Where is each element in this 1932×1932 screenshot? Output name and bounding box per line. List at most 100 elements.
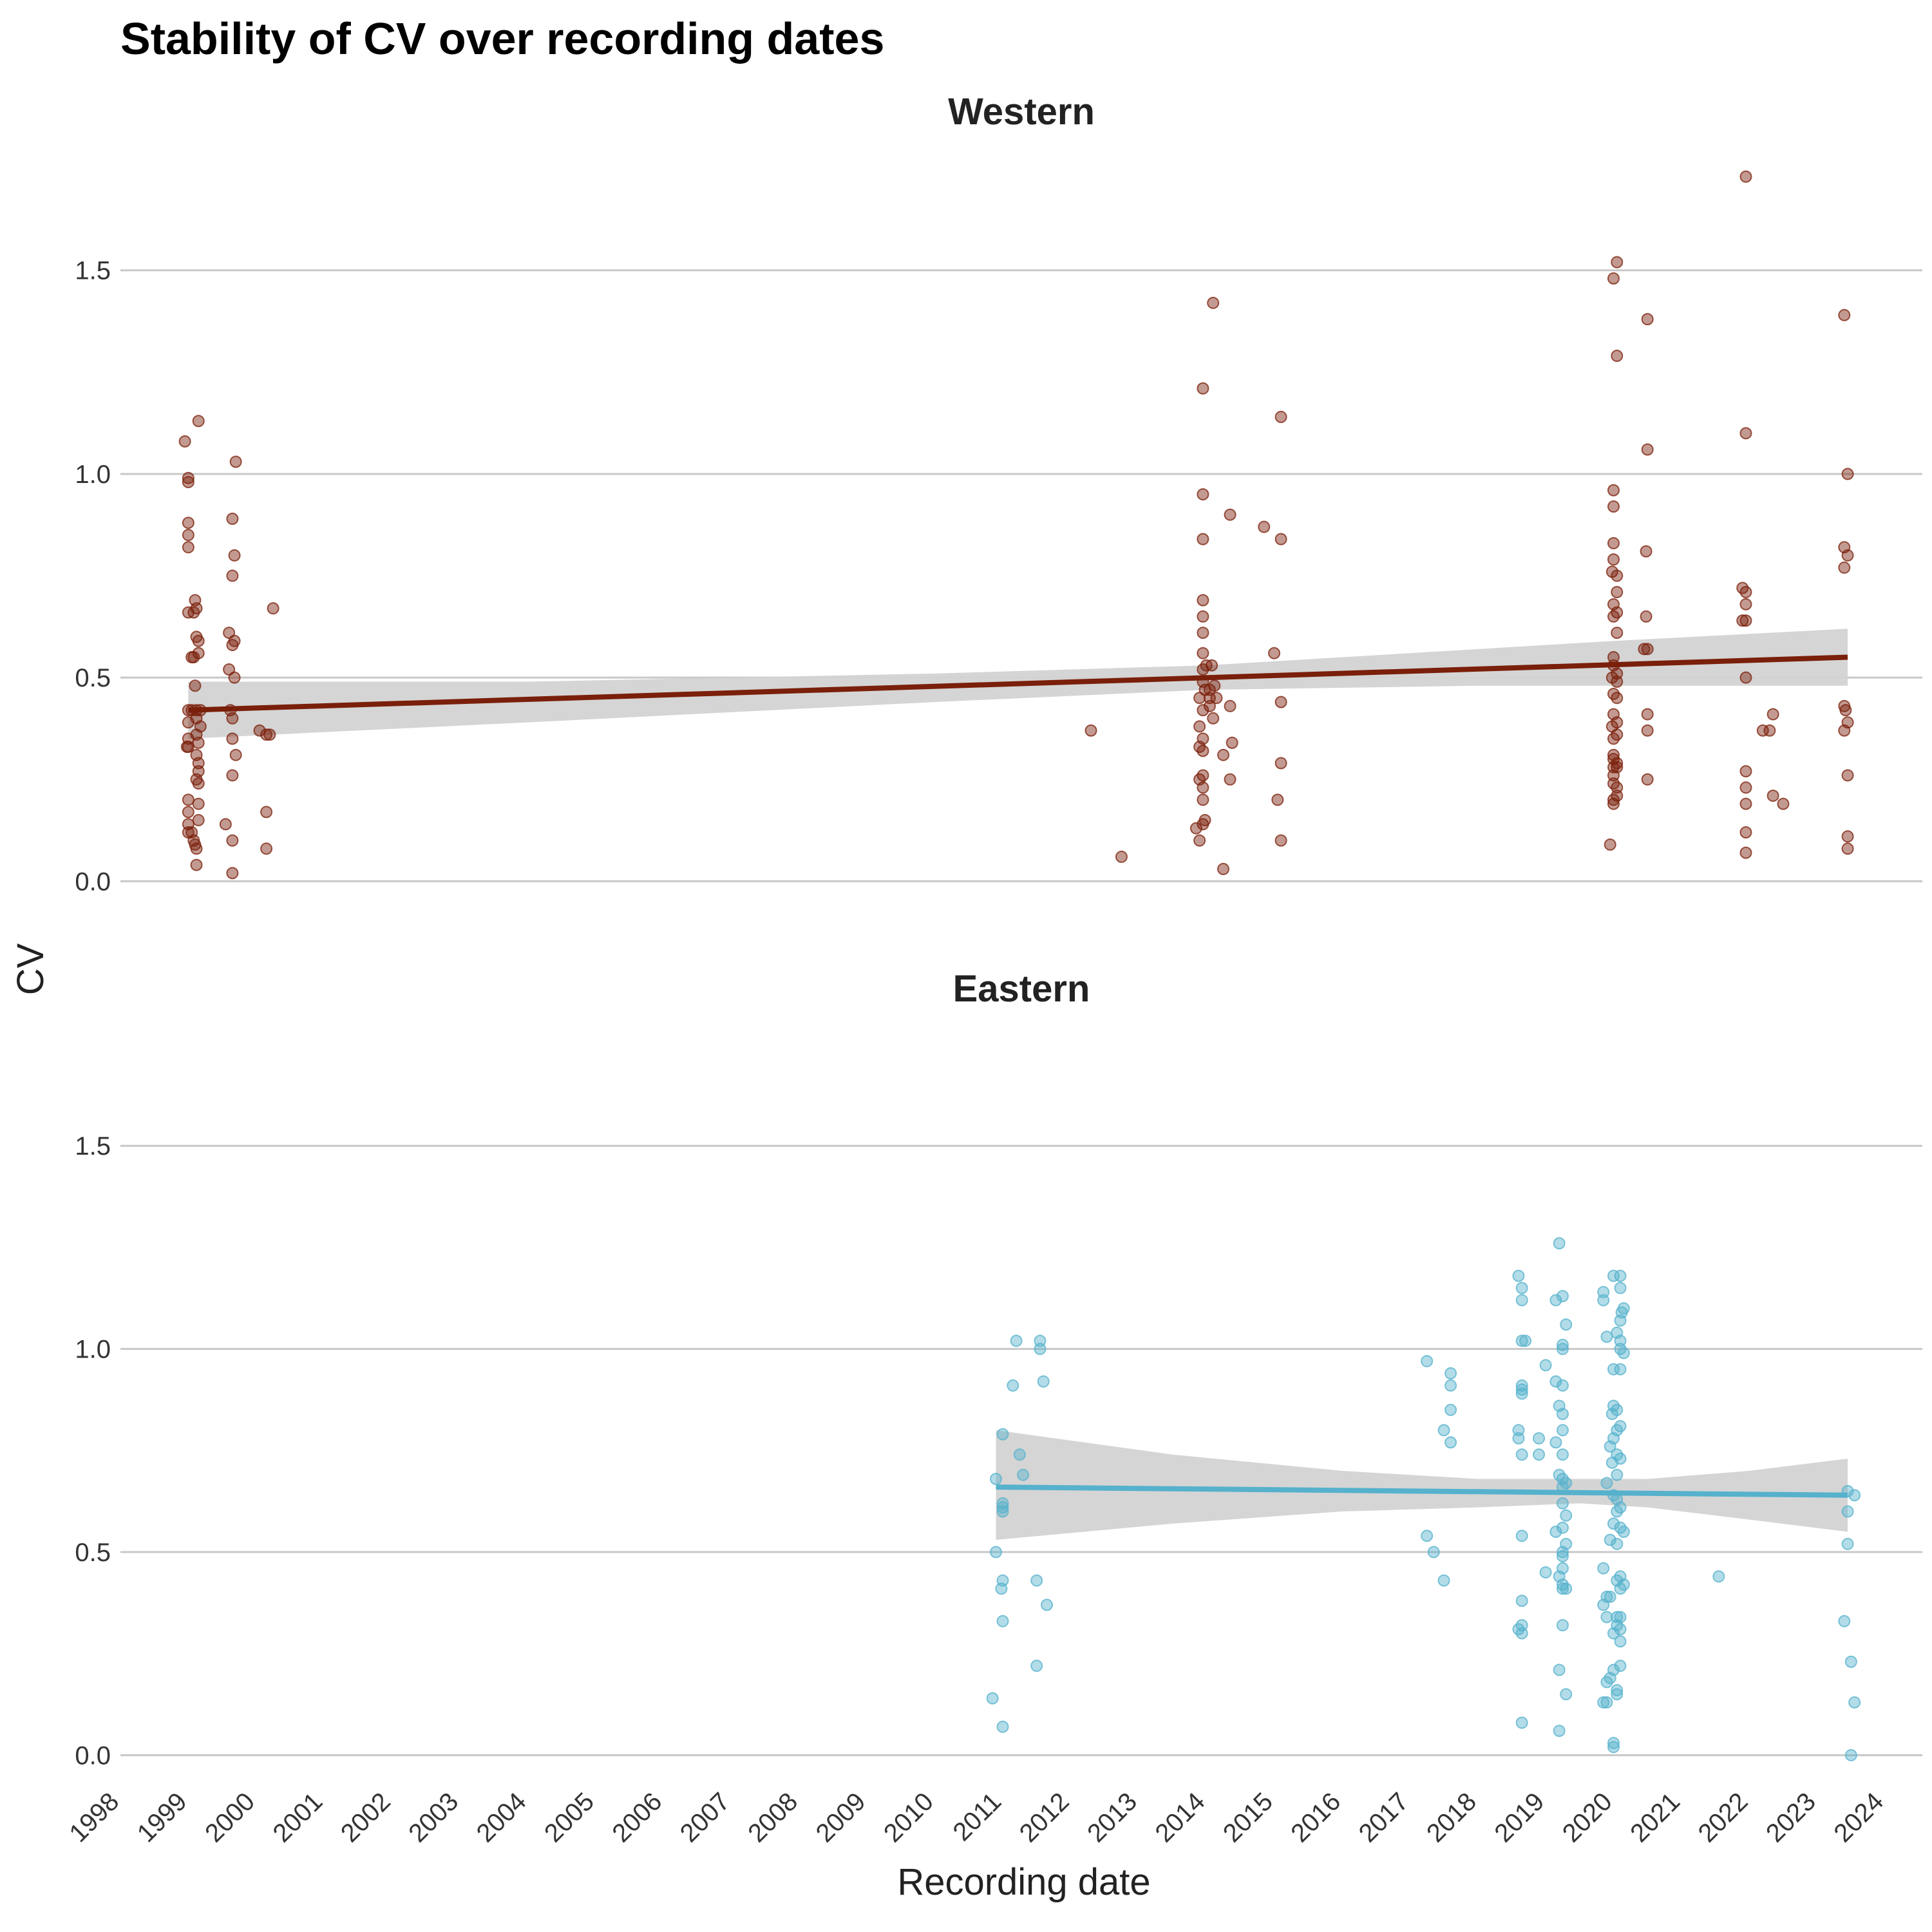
x-tick-label: 2014 <box>1150 1787 1211 1848</box>
x-tick-label: 2024 <box>1828 1787 1889 1848</box>
x-tick-label: 2009 <box>811 1787 871 1848</box>
data-point <box>1421 1530 1434 1542</box>
data-point <box>1553 1663 1566 1676</box>
data-point <box>1739 598 1752 611</box>
data-point <box>1556 1338 1569 1351</box>
data-point <box>192 415 205 428</box>
data-point <box>1207 296 1220 309</box>
data-point <box>989 1546 1002 1558</box>
data-point <box>1030 1574 1043 1587</box>
x-tick-label: 1998 <box>64 1787 124 1848</box>
data-point <box>1848 1489 1861 1502</box>
data-point <box>1838 308 1851 321</box>
data-point <box>1560 1509 1573 1522</box>
data-point <box>1739 614 1752 627</box>
data-point <box>1848 1696 1861 1709</box>
x-tick-labels: 1998 1999 2000 2001 2002 2003 2004 2005 2006 2007… <box>64 1787 1889 1848</box>
y-tick-label: 0.0 <box>75 1741 111 1770</box>
y-tick-label: 1.0 <box>75 460 111 489</box>
data-point <box>1556 1408 1569 1421</box>
data-point <box>1013 1448 1026 1461</box>
x-tick-label: 2020 <box>1557 1787 1618 1848</box>
data-point <box>1614 1452 1627 1465</box>
data-point <box>1203 699 1216 712</box>
data-point <box>1841 769 1854 782</box>
data-point <box>226 834 239 847</box>
data-point <box>182 476 194 489</box>
data-point <box>1007 1379 1019 1392</box>
data-point <box>226 712 239 724</box>
x-tick-label: 2007 <box>675 1787 735 1848</box>
confidence-band-area <box>996 1430 1848 1540</box>
data-point <box>1037 1375 1050 1388</box>
data-point <box>1444 1367 1457 1379</box>
data-point <box>1197 488 1209 501</box>
data-point <box>1115 850 1128 863</box>
data-point <box>1611 256 1624 269</box>
data-point <box>1600 1611 1613 1624</box>
data-point <box>1841 549 1854 562</box>
data-point <box>190 858 203 871</box>
data-point <box>182 793 194 806</box>
data-point <box>1739 846 1752 859</box>
data-point <box>1611 675 1624 688</box>
data-point <box>1193 720 1206 733</box>
data-point <box>1197 704 1209 717</box>
data-point <box>1611 1537 1624 1550</box>
data-points <box>986 1237 1861 1761</box>
data-point <box>1841 1505 1854 1518</box>
x-tick-label: 2019 <box>1489 1787 1549 1848</box>
data-point <box>1437 1424 1450 1437</box>
data-point <box>1515 1530 1528 1542</box>
data-point <box>187 651 200 664</box>
data-point <box>263 728 276 741</box>
data-point <box>182 541 194 554</box>
trend-line <box>188 654 1848 713</box>
data-point <box>1560 1318 1573 1331</box>
x-tick-label: 2023 <box>1761 1787 1821 1848</box>
data-point <box>1611 585 1624 598</box>
data-point <box>1193 834 1206 847</box>
data-point <box>1197 533 1209 545</box>
data-point <box>1197 594 1209 607</box>
data-point <box>1611 1505 1624 1518</box>
data-point <box>1197 793 1209 806</box>
data-point <box>1437 1574 1450 1587</box>
data-point <box>1549 1294 1562 1307</box>
data-point <box>1515 1294 1528 1307</box>
data-point <box>1739 585 1752 598</box>
y-axis-label: CV <box>10 943 52 995</box>
data-point <box>190 842 203 855</box>
panel-title-eastern: Eastern <box>953 968 1090 1010</box>
data-point <box>189 679 202 692</box>
data-points <box>178 170 1854 880</box>
x-tick-label: 2001 <box>267 1787 328 1848</box>
data-point <box>1515 1448 1528 1461</box>
data-point <box>1739 671 1752 684</box>
data-point <box>1641 708 1654 721</box>
data-point <box>1766 790 1779 802</box>
data-point <box>1607 748 1620 761</box>
data-point <box>1841 830 1854 843</box>
data-point <box>996 1615 1009 1627</box>
data-point <box>1444 1403 1457 1416</box>
data-point <box>1533 1432 1546 1444</box>
x-tick-label: 2013 <box>1082 1787 1142 1848</box>
data-point <box>187 606 200 619</box>
data-point <box>1421 1355 1434 1368</box>
data-point <box>1607 1737 1620 1750</box>
data-point <box>1274 834 1287 847</box>
data-point <box>1739 765 1752 778</box>
data-point <box>1641 724 1654 737</box>
data-point <box>1208 679 1221 692</box>
data-point <box>1838 724 1851 737</box>
y-tick-label: 1.5 <box>75 257 111 285</box>
data-point <box>267 602 279 615</box>
data-point <box>1258 520 1271 533</box>
trend-line-segment <box>188 654 1848 713</box>
trend-line-segment <box>996 1484 1848 1498</box>
data-point <box>1736 614 1749 627</box>
data-point <box>1017 1468 1030 1481</box>
data-point <box>260 842 273 855</box>
